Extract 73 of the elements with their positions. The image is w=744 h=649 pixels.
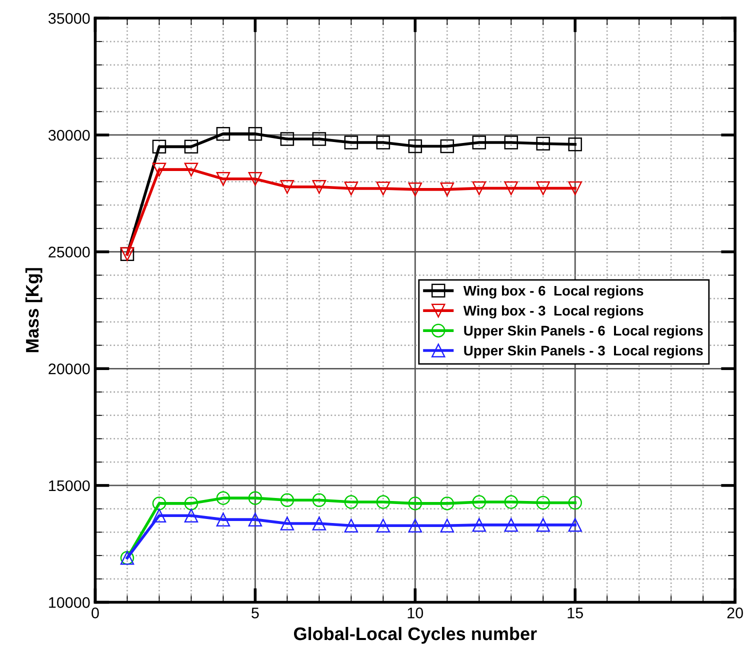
point xyxy=(184,140,198,154)
point xyxy=(248,491,262,505)
point xyxy=(216,172,230,186)
point xyxy=(376,495,390,509)
point xyxy=(376,136,390,150)
point xyxy=(280,180,294,194)
y-tick-label: 10000 xyxy=(49,597,90,608)
point xyxy=(184,496,198,510)
y-tick-label: 20000 xyxy=(48,364,90,374)
point xyxy=(472,518,486,532)
point xyxy=(312,132,326,146)
legend-label: Upper Skin Panels - 6 Local regions xyxy=(464,325,703,338)
point xyxy=(408,182,422,196)
point xyxy=(280,132,294,146)
point xyxy=(504,181,518,196)
point xyxy=(344,495,358,509)
point xyxy=(536,181,550,196)
x-tick-label: 15 xyxy=(568,608,583,618)
legend-label: Upper Skin Panels - 3 Local regions xyxy=(464,345,703,358)
point xyxy=(472,136,486,150)
y-tick-label: 30000 xyxy=(48,130,90,141)
y-tick-label: 35000 xyxy=(48,13,90,24)
point xyxy=(248,126,262,141)
point xyxy=(568,181,582,196)
point xyxy=(280,516,294,530)
point xyxy=(440,182,454,196)
point xyxy=(536,496,550,510)
point xyxy=(440,496,454,510)
point xyxy=(312,516,326,530)
point xyxy=(280,493,294,508)
point xyxy=(184,162,198,176)
y-tick-label: 15000 xyxy=(49,480,90,492)
point xyxy=(440,518,454,533)
point xyxy=(248,172,262,186)
point xyxy=(440,139,454,154)
x-tick-label: 10 xyxy=(408,608,424,618)
point xyxy=(568,137,582,152)
point xyxy=(536,136,550,151)
point xyxy=(344,182,358,196)
point xyxy=(376,518,390,533)
point xyxy=(568,496,582,510)
x-axis-title: Global-Local Cycles number xyxy=(294,626,537,644)
point xyxy=(344,518,358,533)
point xyxy=(216,512,230,526)
point xyxy=(344,136,358,150)
point xyxy=(312,493,326,508)
x-tick-label: 0 xyxy=(92,608,99,618)
point xyxy=(152,508,166,522)
x-tick-label: 20 xyxy=(727,608,743,618)
point xyxy=(248,512,262,526)
point xyxy=(216,491,230,505)
point xyxy=(472,495,486,509)
legend-label: Wing box - 3 Local regions xyxy=(463,305,644,318)
point xyxy=(152,496,166,510)
point xyxy=(312,180,326,194)
point xyxy=(184,508,198,522)
y-tick-label: 25000 xyxy=(48,246,90,258)
point xyxy=(536,518,550,532)
point xyxy=(152,162,166,176)
point xyxy=(408,518,422,533)
y-axis-title: Mass [Kg] xyxy=(25,268,42,352)
legend-label: Wing box - 6 Local regions xyxy=(463,285,644,298)
point xyxy=(568,518,582,532)
point xyxy=(472,181,486,196)
point xyxy=(216,126,230,141)
point xyxy=(152,140,166,154)
point xyxy=(504,495,518,509)
point xyxy=(376,182,390,196)
point xyxy=(408,139,422,154)
point xyxy=(504,518,518,532)
point xyxy=(504,136,518,150)
x-tick-label: 5 xyxy=(252,608,259,618)
point xyxy=(408,496,422,510)
